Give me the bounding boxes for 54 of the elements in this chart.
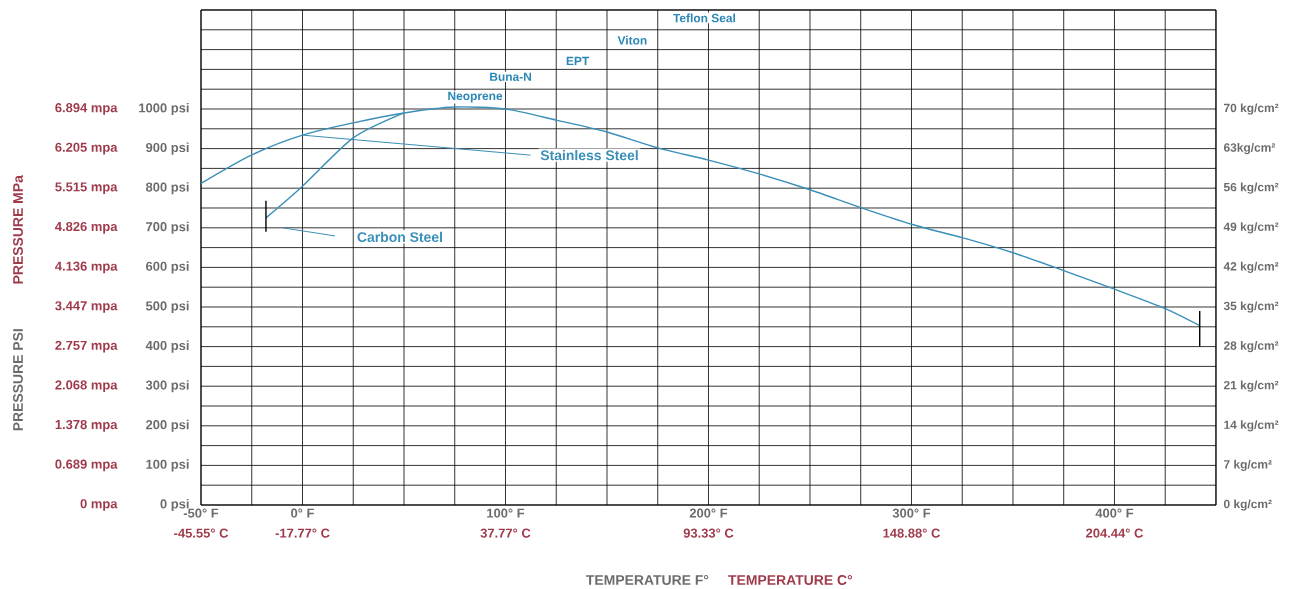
y-tick-label: 1000 psi <box>139 102 189 116</box>
x-axis-title: TEMPERATURE F° <box>586 575 709 585</box>
y3-tick-label: 0 mpa <box>80 499 118 511</box>
y3-tick-label: 1.378 mpa <box>55 419 118 432</box>
y-tick-label: 900 psi <box>146 142 189 155</box>
y-tick-label: 400 psi <box>145 340 189 353</box>
y3-tick-label: 4.136 mpa <box>55 261 118 274</box>
y3-tick-label: 5.515 mpa <box>55 182 118 194</box>
y2-tick-label: 28 kg/cm² <box>1223 341 1279 353</box>
y2-tick-label: 49 kg/cm² <box>1223 222 1279 234</box>
annotation: Neoprene <box>448 91 503 103</box>
x-tick-label: 200° F <box>689 508 728 518</box>
y-tick-label: 500 psi <box>145 300 189 314</box>
y-tick-label: 800 psi <box>145 182 189 195</box>
x-tick-label: 0° F <box>291 508 314 518</box>
x2-tick-label: 93.33° C <box>683 528 734 538</box>
y2-tick-label: 35 kg/cm² <box>1223 301 1279 313</box>
y3-tick-label: 6.894 mpa <box>55 103 118 115</box>
y-tick-label: 200 psi <box>146 419 189 432</box>
y2-tick-label: 63kg/cm² <box>1223 143 1276 155</box>
y2-tick-label: 14 kg/cm² <box>1224 420 1279 432</box>
annotation: Buna-N <box>490 72 531 81</box>
x2-tick-label: 148.88° C <box>883 528 940 538</box>
x2-axis-title: TEMPERATURE C° <box>728 575 853 585</box>
y2-tick-label: 70 kg/cm² <box>1224 103 1279 115</box>
x2-tick-label: -17.77° C <box>275 528 330 538</box>
x2-tick-label: 204.44° C <box>1086 528 1143 538</box>
y2-tick-label: 42 kg/cm² <box>1223 261 1279 273</box>
y-tick-label: 600 psi <box>146 261 189 274</box>
y-tick-label: 700 psi <box>146 221 189 234</box>
y-axis-title: PRESSURE PSI <box>13 329 23 431</box>
y-tick-label: 100 psi <box>146 459 189 472</box>
y3-tick-label: 4.826 mpa <box>55 221 118 234</box>
annotation: EPT <box>566 56 590 66</box>
y3-tick-label: 3.447 mpa <box>55 301 118 313</box>
x2-tick-label: 37.77° C <box>480 528 531 538</box>
y2-tick-label: 7 kg/cm² <box>1224 459 1272 471</box>
x-tick-label: 400° F <box>1095 508 1134 518</box>
y3-axis-title: PRESSURE MPa <box>13 175 23 284</box>
x-tick-label: 300° F <box>892 508 931 518</box>
series-label: Stainless Steel <box>540 150 638 161</box>
annotation: Teflon Seal <box>673 13 736 23</box>
y-tick-label: 300 psi <box>145 380 189 393</box>
y3-tick-label: 2.068 mpa <box>55 380 118 393</box>
y2-tick-label: 0 kg/cm² <box>1223 499 1272 511</box>
annotation: Viton <box>617 35 647 45</box>
y2-tick-label: 56 kg/cm² <box>1223 182 1279 194</box>
y3-tick-label: 0.689 mpa <box>55 459 118 472</box>
y3-tick-label: 2.757 mpa <box>55 340 118 353</box>
y2-tick-label: 21 kg/cm² <box>1223 380 1279 392</box>
x2-tick-label: -45.55° C <box>174 528 229 538</box>
x-tick-label: 100° F <box>487 508 525 518</box>
y3-tick-label: 6.205 mpa <box>55 142 118 155</box>
legend-label: Carbon Steel <box>357 231 442 243</box>
